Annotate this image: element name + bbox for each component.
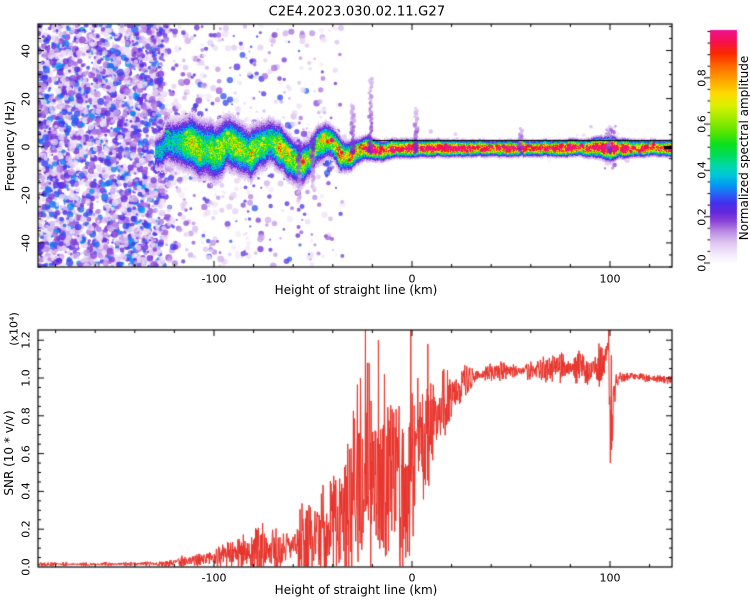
bottom-y-tick-label: 0.0 xyxy=(19,558,33,576)
bottom-x-tick-label: -100 xyxy=(201,571,227,585)
top-x-axis-label: Height of straight line (km) xyxy=(274,283,438,297)
colorbar-tick-label: 0.6 xyxy=(695,115,709,133)
bottom-x-tick-label: 0 xyxy=(408,571,416,585)
bottom-y-tick-label: 1.2 xyxy=(19,331,33,349)
bottom-y-tick-label: 0.4 xyxy=(19,482,33,501)
bottom-y-tick-label: 0.8 xyxy=(19,407,33,425)
bottom-x-axis-label: Height of straight line (km) xyxy=(274,583,438,597)
bottom-y-tick-label: 1.0 xyxy=(19,369,33,387)
colorbar-tick-label: 0.2 xyxy=(695,207,709,226)
colorbar-label: Normalized spectral amplitude xyxy=(737,55,750,241)
colorbar-tick-label: 0.8 xyxy=(695,69,709,87)
bottom-y-unit-label: (x10⁴) xyxy=(7,312,21,346)
bottom-y-tick-label: 0.2 xyxy=(19,520,33,538)
top-x-tick-label: -100 xyxy=(201,272,227,286)
top-x-tick-label: 100 xyxy=(599,272,621,286)
top-y-tick-label: -20 xyxy=(19,185,33,204)
top-y-tick-label: 20 xyxy=(19,91,33,106)
top-y-tick-label: 0 xyxy=(19,143,33,151)
bottom-y-tick-label: 0.6 xyxy=(19,444,33,463)
top-y-axis-label: Frequency (Hz) xyxy=(3,100,17,192)
page-title: C2E4.2023.030.02.11.G27 xyxy=(268,4,446,20)
colorbar-tick-label: 0.4 xyxy=(695,161,709,180)
top-y-tick-label: 40 xyxy=(19,43,33,58)
bottom-y-axis-label: SNR (10 * v/v) xyxy=(2,410,16,496)
top-y-tick-label: -40 xyxy=(19,233,33,252)
bottom-x-tick-label: 100 xyxy=(599,571,621,585)
colorbar-tick-label: 0.0 xyxy=(695,254,709,272)
top-x-tick-label: 0 xyxy=(408,272,416,286)
